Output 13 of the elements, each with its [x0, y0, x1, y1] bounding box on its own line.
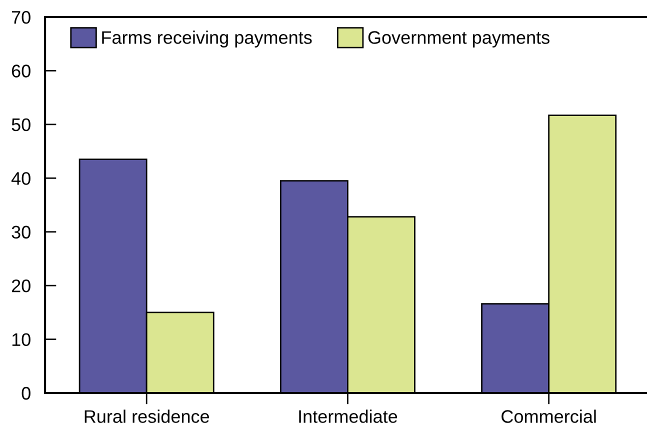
- y-tick-label: 10: [12, 333, 30, 346]
- x-tick-label: Commercial: [502, 410, 596, 423]
- y-tick-label: 50: [12, 118, 30, 132]
- y-tick-label: 20: [12, 280, 30, 292]
- legend-label: Government payments: [368, 31, 550, 48]
- y-tick-label: 60: [12, 64, 30, 78]
- x-tick-label: Rural residence: [84, 410, 210, 423]
- x-tick-label: Intermediate: [299, 410, 398, 423]
- y-tick-label: 30: [12, 226, 30, 239]
- y-tick-label: 70: [12, 10, 30, 24]
- y-tick-label: 40: [11, 172, 30, 185]
- legend-label: Farms receiving payments: [102, 30, 312, 48]
- y-tick-label: 0: [22, 386, 30, 400]
